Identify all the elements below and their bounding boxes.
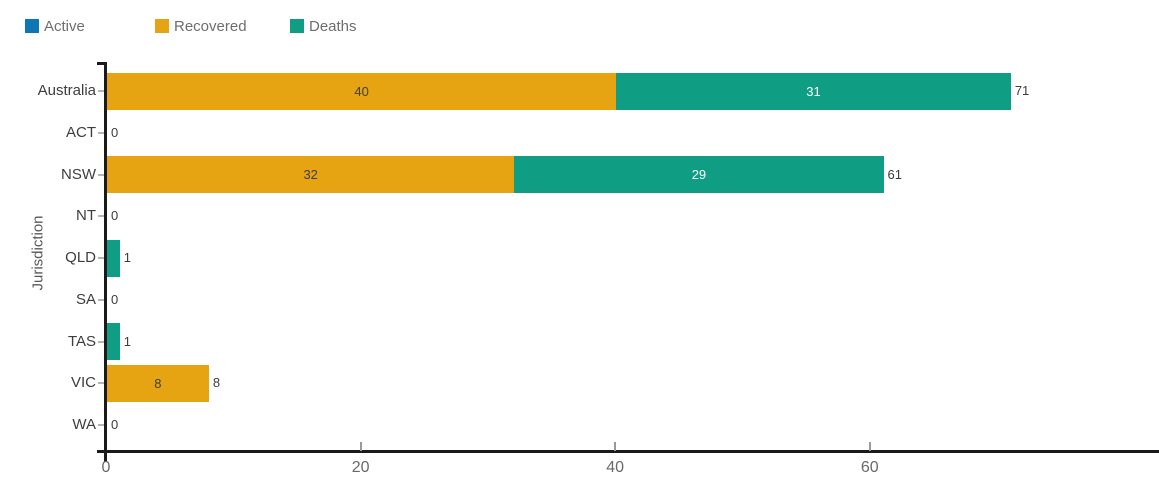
y-tick-label-vic: VIC	[70, 374, 96, 392]
x-tick-mark	[868, 442, 871, 451]
bar-total-label: 1	[123, 333, 131, 349]
bar-segment-nsw-deaths[interactable]: 29	[514, 156, 884, 193]
x-tick-mark	[359, 442, 362, 451]
y-tick-mark	[98, 382, 105, 385]
bar-segment-value: 40	[354, 83, 369, 99]
legend-swatch-recovered	[155, 19, 169, 33]
bar-segment-value: 32	[303, 167, 318, 182]
bar-segment-australia-deaths[interactable]: 31	[616, 72, 1011, 110]
bar-segment-qld-deaths[interactable]	[107, 239, 120, 277]
bar-segment-vic-recovered[interactable]: 8	[107, 364, 209, 402]
y-tick-label-act: ACT	[66, 123, 96, 141]
x-tick-label: 0	[101, 459, 111, 476]
legend-label: Active	[44, 17, 85, 35]
x-tick-mark	[614, 442, 617, 451]
y-tick-mark	[98, 424, 105, 426]
legend-item-active[interactable]: Active	[25, 17, 85, 35]
y-axis-top-cap	[97, 62, 106, 65]
legend-item-recovered[interactable]: Recovered	[155, 17, 247, 35]
bar-segment-value: 29	[691, 167, 707, 182]
bar-segment-value: 8	[154, 375, 162, 391]
y-tick-mark	[98, 131, 105, 134]
legend-label: Recovered	[174, 17, 247, 35]
y-tick-mark	[98, 90, 105, 92]
y-tick-label-qld: QLD	[65, 249, 96, 266]
legend-swatch-active	[25, 19, 39, 33]
bar-segment-tas-deaths[interactable]	[107, 323, 120, 360]
x-axis-line	[97, 450, 1159, 453]
legend-swatch-deaths	[290, 19, 304, 33]
y-tick-mark	[98, 257, 105, 259]
y-tick-mark	[98, 173, 105, 176]
legend-label: Deaths	[309, 17, 357, 35]
y-axis-line	[104, 62, 107, 462]
y-tick-mark	[98, 298, 105, 301]
legend-item-deaths[interactable]: Deaths	[290, 17, 357, 35]
y-tick-label-sa: SA	[75, 290, 96, 308]
bar-total-label: 1	[123, 250, 131, 265]
y-tick-label-nt: NT	[76, 207, 96, 225]
bar-total-label: 8	[212, 375, 221, 391]
bar-segment-australia-recovered[interactable]: 40	[107, 72, 617, 110]
bar-segment-value: 31	[806, 83, 821, 99]
bar-total-label: 0	[111, 208, 119, 224]
x-tick-label: 40	[606, 459, 625, 476]
y-tick-mark	[98, 215, 105, 218]
bar-total-label: 71	[1014, 83, 1030, 98]
y-tick-label-nsw: NSW	[61, 165, 96, 183]
x-tick-label: 20	[351, 459, 370, 476]
y-tick-mark	[98, 340, 105, 343]
y-tick-label-australia: Australia	[37, 82, 96, 99]
y-tick-label-tas: TAS	[67, 332, 96, 350]
bar-total-label: 0	[111, 124, 119, 140]
bar-total-label: 0	[111, 417, 119, 432]
bar-total-label: 61	[887, 166, 902, 182]
bar-segment-nsw-recovered[interactable]: 32	[107, 156, 515, 193]
y-tick-label-wa: WA	[72, 416, 96, 433]
bar-total-label: 0	[111, 291, 119, 307]
x-tick-label: 60	[860, 459, 879, 476]
